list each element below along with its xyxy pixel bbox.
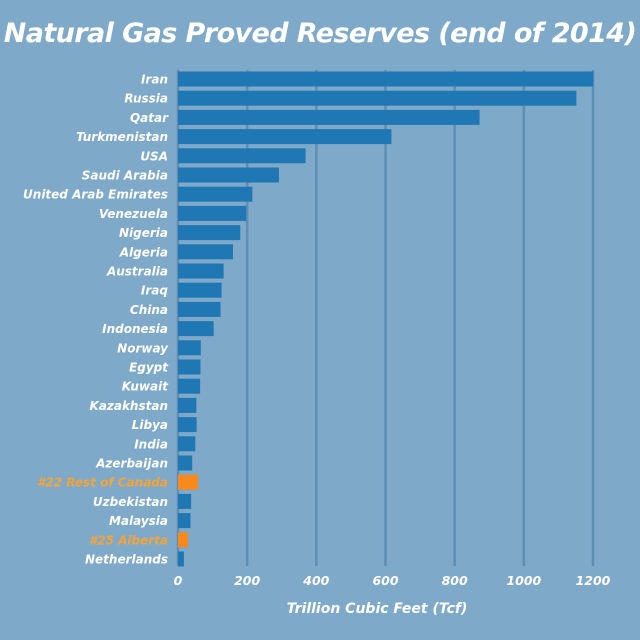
- bar-9: [178, 244, 233, 260]
- x-tick-label-400: 400: [302, 573, 329, 588]
- category-label-17: Kazakhstan: [89, 399, 168, 413]
- grid-lines: [176, 70, 595, 566]
- bar-20: [178, 455, 193, 471]
- category-label-8: Nigeria: [119, 226, 168, 240]
- category-label-5: Saudi Arabia: [82, 169, 168, 183]
- category-label-3: Turkmenistan: [76, 130, 168, 144]
- bar-25: [178, 551, 184, 567]
- bar-15: [178, 359, 201, 375]
- bar-22: [178, 493, 192, 509]
- bar-17: [178, 397, 197, 413]
- category-label-23: Malaysia: [109, 514, 168, 528]
- category-label-1: Russia: [124, 92, 168, 106]
- bar-11: [178, 282, 222, 298]
- category-label-12: China: [130, 303, 168, 317]
- category-labels: Iran Russia Qatar Turkmenistan USA Saudi Arab…: [23, 73, 169, 567]
- category-label-7: Venezuela: [99, 207, 168, 221]
- category-label-20: Azerbaijan: [95, 457, 168, 471]
- category-label-22: Uzbekistan: [93, 495, 168, 509]
- x-tick-label-1200: 1200: [576, 573, 611, 588]
- category-label-10: Australia: [106, 265, 168, 279]
- bar-24: [178, 532, 189, 548]
- category-label-6: United Arab Emirates: [23, 188, 168, 202]
- category-label-16: Kuwait: [122, 380, 169, 394]
- x-tick-label-200: 200: [234, 573, 260, 588]
- x-axis-label: Trillion Cubic Feet (Tcf): [287, 601, 468, 617]
- bar-6: [178, 186, 253, 202]
- category-label-2: Qatar: [130, 111, 169, 125]
- bar-4: [178, 148, 306, 164]
- category-label-21: #22 Rest of Canada: [37, 476, 168, 490]
- bar-18: [178, 417, 197, 433]
- bar-19: [178, 436, 196, 452]
- bar-8: [178, 225, 241, 241]
- bar-5: [178, 167, 279, 183]
- bar-10: [178, 263, 224, 279]
- x-tick-labels: 0 200 400 600 800 1000 1200: [174, 573, 611, 588]
- category-label-13: Indonesia: [102, 322, 168, 336]
- bar-12: [178, 301, 221, 317]
- bar-3: [178, 129, 392, 145]
- x-tick-label-0: 0: [174, 573, 183, 588]
- x-tick-label-1000: 1000: [506, 573, 541, 588]
- bars: [178, 71, 594, 567]
- bar-7: [178, 205, 247, 221]
- bar-14: [178, 340, 201, 356]
- category-label-15: Egypt: [129, 361, 169, 375]
- category-label-24: #25 Alberta: [89, 533, 168, 547]
- category-label-9: Algeria: [119, 245, 168, 259]
- chart-title: Natural Gas Proved Reserves (end of 2014…: [3, 18, 637, 49]
- category-label-0: Iran: [141, 73, 168, 87]
- bar-0: [178, 71, 594, 87]
- category-label-18: Libya: [132, 418, 168, 432]
- bar-1: [178, 90, 577, 106]
- x-tick-label-600: 600: [372, 573, 398, 588]
- category-label-25: Netherlands: [85, 553, 168, 567]
- bar-23: [178, 513, 191, 529]
- x-tick-label-800: 800: [442, 573, 468, 588]
- category-label-11: Iraq: [141, 284, 168, 298]
- category-label-4: USA: [140, 149, 168, 163]
- bar-21: [178, 474, 199, 490]
- bar-16: [178, 378, 201, 394]
- category-label-14: Norway: [117, 341, 169, 355]
- category-label-19: India: [134, 437, 168, 451]
- bar-2: [178, 109, 480, 125]
- bar-13: [178, 321, 214, 337]
